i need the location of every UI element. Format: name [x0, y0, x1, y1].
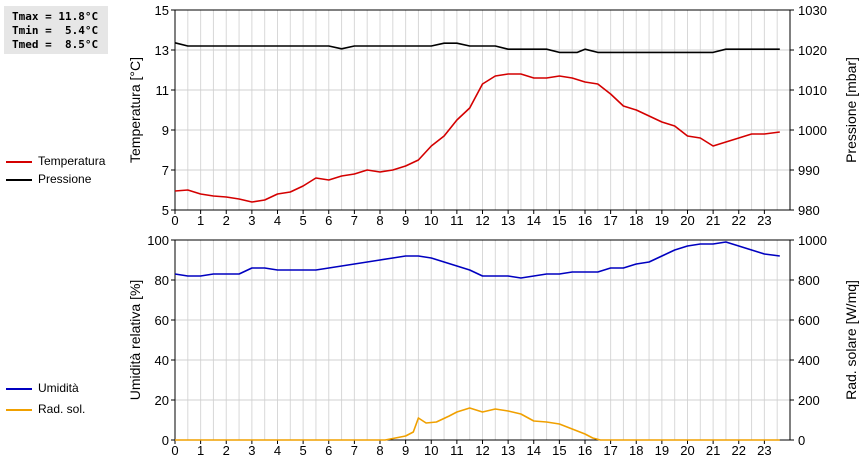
panel-1-right-axis-label: Pressione [mbar] — [843, 57, 859, 163]
panel-2-x-tick-label: 22 — [732, 443, 746, 458]
panel-1-series-pressione — [174, 42, 780, 54]
panel-1-x-tick-label: 8 — [376, 213, 383, 228]
panel-1-x-tick-label: 5 — [300, 213, 307, 228]
panel-2-right-tick-label: 0 — [798, 433, 805, 448]
panel-2-x-tick-label: 13 — [501, 443, 515, 458]
panel-1-x-tick-label: 0 — [171, 213, 178, 228]
panel-1-x-tick-label: 7 — [351, 213, 358, 228]
panel-1-x-tick-label: 22 — [732, 213, 746, 228]
panel-2-x-tick-label: 17 — [603, 443, 617, 458]
panel-2-right-tick-label: 200 — [798, 393, 820, 408]
panel-1-x-tick-label: 20 — [680, 213, 694, 228]
legend-swatch-umidita — [6, 388, 32, 390]
legend-label-temperatura: Temperatura — [38, 154, 106, 168]
panel-1-series-temperatura — [174, 73, 780, 203]
panel-2-left-tick-label: 20 — [155, 393, 169, 408]
panel-2-left-tick-label: 0 — [162, 433, 169, 448]
panel-1-x-tick-label: 12 — [475, 213, 489, 228]
panel-1-x-tick-label: 16 — [578, 213, 592, 228]
panel-2-left-axis-label: Umidità relativa [%] — [127, 280, 143, 401]
panel-2-x-tick-label: 8 — [376, 443, 383, 458]
panel-2-x-tick-label: 5 — [300, 443, 307, 458]
panel-2-x-tick-label: 15 — [552, 443, 566, 458]
stats-tmin: Tmin = 5.4°C — [12, 24, 99, 37]
panel-2-left-tick-label: 40 — [155, 353, 169, 368]
panel-1-right-tick-label: 1030 — [798, 3, 827, 18]
legend-swatch-rad-sol — [6, 409, 32, 411]
panel-1-left-tick-label: 15 — [155, 3, 169, 18]
panel-2-series-umidit — [174, 241, 780, 279]
panel-2-series-rad-sol — [175, 407, 780, 441]
panel-2-right-tick-label: 600 — [798, 313, 820, 328]
panel-1-left-tick-label: 13 — [155, 43, 169, 58]
panel-2-x-tick-label: 20 — [680, 443, 694, 458]
panel-2-left-tick-label: 60 — [155, 313, 169, 328]
panel-2-x-tick-label: 21 — [706, 443, 720, 458]
panel-2-x-tick-label: 6 — [325, 443, 332, 458]
panel-2-left-tick-label: 100 — [147, 233, 169, 248]
panel-1-right-tick-label: 980 — [798, 203, 820, 218]
panel-1-x-tick-label: 9 — [402, 213, 409, 228]
panel-1-x-tick-label: 11 — [450, 213, 464, 228]
legend-swatch-temperatura — [6, 161, 32, 163]
panel-1-x-tick-label: 3 — [248, 213, 255, 228]
panel-2-x-tick-label: 14 — [527, 443, 541, 458]
panel-1-left-tick-label: 5 — [162, 203, 169, 218]
panel-1-x-tick-label: 13 — [501, 213, 515, 228]
panel-1-x-tick-label: 23 — [757, 213, 771, 228]
panel-1-left-tick-label: 9 — [162, 123, 169, 138]
panel-2-x-tick-label: 16 — [578, 443, 592, 458]
panel-2-x-tick-label: 12 — [475, 443, 489, 458]
panel-2-x-tick-label: 10 — [424, 443, 438, 458]
panel-1-right-tick-label: 990 — [798, 163, 820, 178]
panel-2-x-tick-label: 11 — [450, 443, 464, 458]
stats-tmed: Tmed = 8.5°C — [12, 38, 99, 51]
legend-label-rad-sol: Rad. sol. — [38, 402, 86, 416]
panel-2-x-tick-label: 19 — [655, 443, 669, 458]
panel-1-x-tick-label: 2 — [223, 213, 230, 228]
panel-2-right-tick-label: 1000 — [798, 233, 827, 248]
panel-2-right-tick-label: 400 — [798, 353, 820, 368]
panel-2-x-tick-label: 0 — [171, 443, 178, 458]
panel-2-x-tick-label: 18 — [629, 443, 643, 458]
panel-2-x-tick-label: 1 — [197, 443, 204, 458]
stats-tmax: Tmax = 11.8°C — [12, 10, 99, 23]
stats-summary-box: Tmax = 11.8°C Tmin = 5.4°C Tmed = 8.5°C — [4, 6, 108, 54]
legend-swatch-pressione — [6, 179, 32, 181]
legend-label-pressione: Pressione — [38, 172, 92, 186]
legend-label-umidita: Umidità — [38, 381, 79, 395]
panel-1-right-tick-label: 1010 — [798, 83, 827, 98]
panel-2-x-tick-label: 4 — [274, 443, 281, 458]
panel-2-x-tick-label: 2 — [223, 443, 230, 458]
panel-1-x-tick-label: 18 — [629, 213, 643, 228]
panel-1-x-tick-label: 15 — [552, 213, 566, 228]
panel-1-right-tick-label: 1020 — [798, 43, 827, 58]
panel-1-left-tick-label: 7 — [162, 163, 169, 178]
panel-1-x-tick-label: 6 — [325, 213, 332, 228]
panel-2-right-tick-label: 800 — [798, 273, 820, 288]
panel-1-x-tick-label: 21 — [706, 213, 720, 228]
panel-2-right-axis-label: Rad. solare [W/mq] — [843, 280, 859, 400]
panel-2-x-tick-label: 7 — [351, 443, 358, 458]
panel-1-x-tick-label: 17 — [603, 213, 617, 228]
panel-2-x-tick-label: 9 — [402, 443, 409, 458]
panel-1-x-tick-label: 4 — [274, 213, 281, 228]
panel-2-left-tick-label: 80 — [155, 273, 169, 288]
panel-1-right-tick-label: 1000 — [798, 123, 827, 138]
panel-1-x-tick-label: 19 — [655, 213, 669, 228]
panel-2-x-tick-label: 3 — [248, 443, 255, 458]
panel-1-left-tick-label: 11 — [156, 83, 170, 98]
panel-1-left-axis-label: Temperatura [°C] — [127, 57, 143, 163]
panel-1-x-tick-label: 14 — [527, 213, 541, 228]
panel-1-x-tick-label: 10 — [424, 213, 438, 228]
panel-2-x-tick-label: 23 — [757, 443, 771, 458]
panel-1-x-tick-label: 1 — [197, 213, 204, 228]
